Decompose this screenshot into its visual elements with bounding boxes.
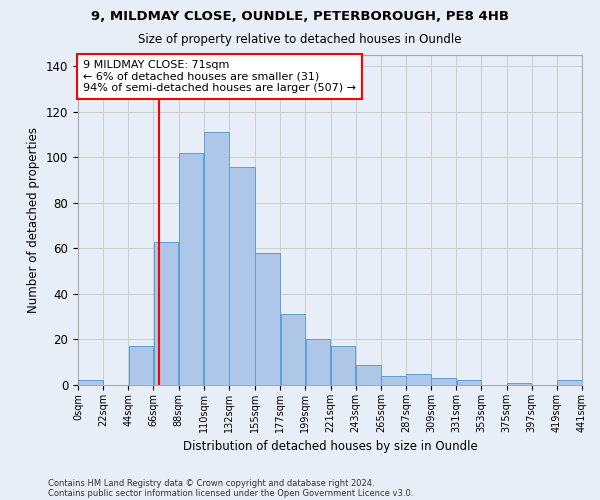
Bar: [457, 380, 481, 385]
Bar: [179, 153, 203, 385]
Bar: [281, 314, 305, 385]
Bar: [154, 242, 178, 385]
Bar: [507, 382, 532, 385]
Text: 9 MILDMAY CLOSE: 71sqm
← 6% of detached houses are smaller (31)
94% of semi-deta: 9 MILDMAY CLOSE: 71sqm ← 6% of detached …: [83, 60, 356, 93]
Text: Size of property relative to detached houses in Oundle: Size of property relative to detached ho…: [138, 32, 462, 46]
Bar: [305, 340, 331, 385]
Bar: [78, 380, 103, 385]
Bar: [557, 380, 582, 385]
Bar: [229, 166, 255, 385]
Bar: [381, 376, 406, 385]
Bar: [406, 374, 431, 385]
Bar: [356, 364, 380, 385]
Bar: [431, 378, 456, 385]
Bar: [331, 346, 355, 385]
Bar: [256, 253, 280, 385]
Text: Contains public sector information licensed under the Open Government Licence v3: Contains public sector information licen…: [48, 488, 413, 498]
Bar: [128, 346, 153, 385]
Y-axis label: Number of detached properties: Number of detached properties: [28, 127, 40, 313]
X-axis label: Distribution of detached houses by size in Oundle: Distribution of detached houses by size …: [182, 440, 478, 454]
Bar: [204, 132, 229, 385]
Text: 9, MILDMAY CLOSE, OUNDLE, PETERBOROUGH, PE8 4HB: 9, MILDMAY CLOSE, OUNDLE, PETERBOROUGH, …: [91, 10, 509, 23]
Text: Contains HM Land Registry data © Crown copyright and database right 2024.: Contains HM Land Registry data © Crown c…: [48, 478, 374, 488]
